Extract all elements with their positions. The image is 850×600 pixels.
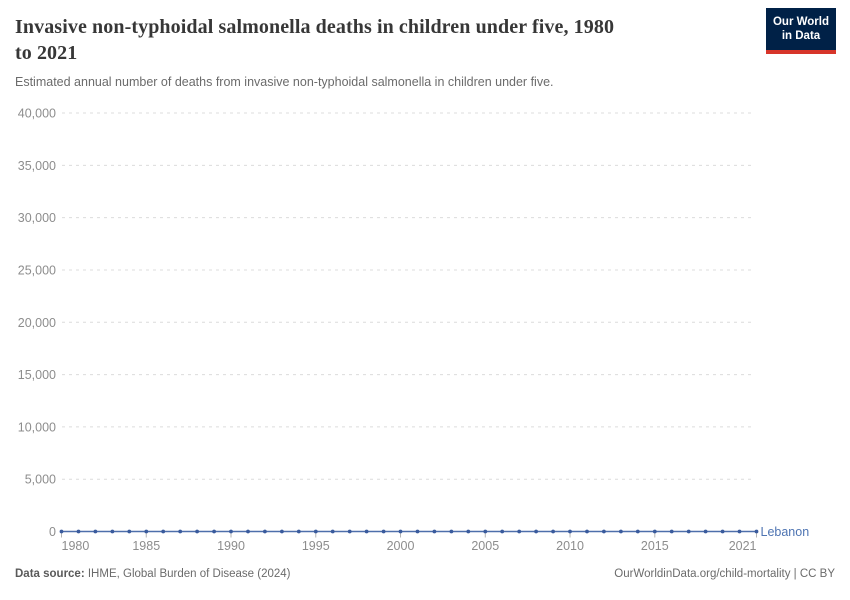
data-source-note: Data source: IHME, Global Burden of Dise… xyxy=(15,568,291,580)
y-axis-tick-label: 15,000 xyxy=(18,368,56,382)
y-axis-tick-label: 5,000 xyxy=(25,473,56,487)
x-axis-tick-label: 2015 xyxy=(641,539,669,553)
y-axis-tick-label: 0 xyxy=(49,525,56,539)
data-point[interactable] xyxy=(669,529,674,534)
x-axis-tick-label: 2010 xyxy=(556,539,584,553)
data-point[interactable] xyxy=(313,529,318,534)
data-point[interactable] xyxy=(686,529,691,534)
y-axis-tick-label: 30,000 xyxy=(18,211,56,225)
data-point[interactable] xyxy=(754,529,759,534)
entity-label[interactable]: Lebanon xyxy=(761,525,810,539)
data-point[interactable] xyxy=(364,529,369,534)
data-point[interactable] xyxy=(59,529,64,534)
data-point[interactable] xyxy=(110,529,115,534)
x-axis-tick-label: 1995 xyxy=(302,539,330,553)
data-point[interactable] xyxy=(381,529,386,534)
x-axis-tick-label: 1990 xyxy=(217,539,245,553)
data-point[interactable] xyxy=(195,529,200,534)
data-point[interactable] xyxy=(652,529,657,534)
y-axis-tick-label: 40,000 xyxy=(18,107,56,121)
data-point[interactable] xyxy=(568,529,572,534)
owid-license-link[interactable]: OurWorldinData.org/child-mortality | CC … xyxy=(614,568,835,580)
y-axis-tick-label: 25,000 xyxy=(18,263,56,277)
data-point[interactable] xyxy=(161,529,166,534)
owid-logo-text-line1: Our World xyxy=(772,15,829,28)
data-point[interactable] xyxy=(212,529,217,534)
data-point[interactable] xyxy=(178,529,183,534)
data-point[interactable] xyxy=(635,529,640,534)
y-axis-tick-label: 20,000 xyxy=(18,316,56,330)
data-point[interactable] xyxy=(93,529,98,534)
data-point[interactable] xyxy=(263,529,267,534)
x-axis-tick-label: 2021 xyxy=(729,539,757,553)
data-point[interactable] xyxy=(517,529,522,534)
data-source-label: Data source: xyxy=(15,568,85,580)
data-point[interactable] xyxy=(415,529,420,534)
data-point[interactable] xyxy=(127,529,132,534)
data-point[interactable] xyxy=(432,529,437,534)
data-source-text: IHME, Global Burden of Disease (2024) xyxy=(84,568,291,580)
owid-logo-text-line2: in Data xyxy=(781,30,821,42)
owid-logo[interactable]: Our World in Data xyxy=(766,8,836,54)
data-point[interactable] xyxy=(330,529,335,534)
data-point[interactable] xyxy=(296,529,301,534)
x-axis-tick-label: 1985 xyxy=(132,539,160,553)
page-title: Invasive non-typhoidal salmonella deaths… xyxy=(15,16,615,65)
data-point[interactable] xyxy=(585,529,589,534)
x-axis-tick-label: 1980 xyxy=(62,539,90,553)
data-point[interactable] xyxy=(144,529,149,534)
data-point[interactable] xyxy=(229,529,233,534)
data-point[interactable] xyxy=(246,529,250,534)
data-point[interactable] xyxy=(703,529,708,534)
data-point[interactable] xyxy=(280,529,284,534)
data-point[interactable] xyxy=(737,529,742,534)
data-point[interactable] xyxy=(449,529,454,534)
data-point[interactable] xyxy=(534,529,538,534)
data-point[interactable] xyxy=(720,529,725,534)
x-axis-tick-label: 2000 xyxy=(387,539,415,553)
chart-subtitle: Estimated annual number of deaths from i… xyxy=(15,75,554,89)
data-point[interactable] xyxy=(619,529,623,534)
y-axis-tick-label: 10,000 xyxy=(18,420,56,434)
data-point[interactable] xyxy=(347,529,352,534)
data-point[interactable] xyxy=(466,529,471,534)
data-point[interactable] xyxy=(551,529,555,534)
data-point[interactable] xyxy=(602,529,606,534)
x-axis-tick-label: 2005 xyxy=(471,539,499,553)
chart-footer: Data source: IHME, Global Burden of Dise… xyxy=(15,568,835,580)
y-axis-tick-label: 35,000 xyxy=(18,159,56,173)
data-point[interactable] xyxy=(76,529,81,534)
data-point[interactable] xyxy=(398,529,403,534)
data-point[interactable] xyxy=(500,529,505,534)
data-point[interactable] xyxy=(483,529,488,534)
